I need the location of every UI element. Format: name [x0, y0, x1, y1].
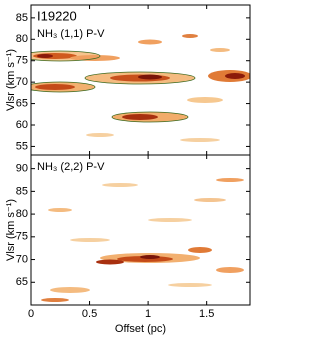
- contour: [31, 50, 101, 62]
- emission: [102, 183, 138, 187]
- y-tick-label: 60: [16, 119, 28, 131]
- emission: [148, 218, 192, 222]
- emission: [216, 178, 244, 182]
- emission: [187, 97, 223, 103]
- panel-title: I19220: [37, 8, 77, 23]
- y-axis-label: Vlsr (km s⁻¹): [5, 199, 17, 261]
- x-tick-label: 1.5: [199, 308, 214, 320]
- emission: [225, 73, 245, 79]
- y-axis-label: Vlsr (km s⁻¹): [5, 49, 17, 111]
- emission-map: [41, 178, 244, 302]
- y-tick-label: 70: [16, 76, 28, 88]
- panel-frame: [30, 154, 251, 306]
- contour: [31, 81, 96, 93]
- figure: 55 60 65 70 75 80 85 I19220 NH₃ (1,1) P-V Vlsr (k…: [5, 4, 251, 335]
- emission: [168, 283, 212, 287]
- y-tick-label: 90: [16, 163, 28, 175]
- emission: [138, 39, 162, 45]
- y-tick-label: 75: [16, 231, 28, 243]
- emission: [194, 198, 226, 202]
- emission: [122, 114, 158, 120]
- x-axis-label: Offset (pc): [115, 323, 166, 335]
- emission: [48, 208, 72, 212]
- emission: [182, 34, 198, 38]
- x-tick-label: 0.5: [82, 308, 97, 320]
- panel-label: NH₃ (2,2) P-V: [37, 161, 105, 173]
- emission: [96, 259, 124, 265]
- emission: [210, 48, 230, 52]
- emission: [50, 287, 90, 293]
- x-tick-label: 0: [28, 308, 34, 320]
- y-tick-label: 75: [16, 55, 28, 67]
- emission: [35, 84, 75, 90]
- emission: [138, 74, 162, 80]
- emission: [86, 133, 114, 137]
- x-tick-label: 1: [145, 308, 151, 320]
- emission: [70, 238, 110, 242]
- y-tick-label: 85: [16, 12, 28, 24]
- emission: [37, 54, 53, 58]
- y-tick-label: 85: [16, 185, 28, 197]
- contour: [111, 111, 189, 123]
- emission: [180, 138, 220, 142]
- emission: [188, 247, 212, 253]
- emission: [41, 298, 69, 302]
- emission: [216, 267, 244, 273]
- contour: [84, 71, 196, 85]
- emission: [70, 55, 120, 61]
- emission: [140, 255, 160, 259]
- y-tick-label: 65: [16, 276, 28, 288]
- y-tick-label: 65: [16, 97, 28, 109]
- y-tick-label: 55: [16, 140, 28, 152]
- y-tick-label: 80: [16, 208, 28, 220]
- emission-map: [31, 34, 250, 142]
- panel-label: NH₃ (1,1) P-V: [37, 28, 105, 40]
- y-tick-label: 80: [16, 33, 28, 45]
- y-tick-label: 70: [16, 253, 28, 265]
